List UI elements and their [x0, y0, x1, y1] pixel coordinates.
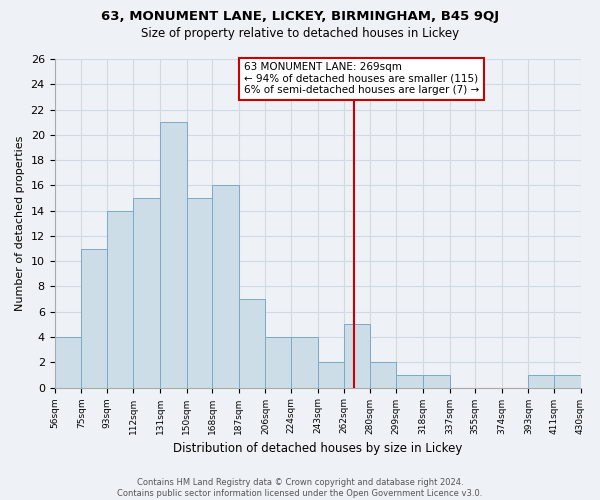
Bar: [133, 198, 160, 388]
Bar: [423, 375, 450, 388]
Bar: [370, 362, 396, 388]
Bar: [239, 299, 265, 388]
Y-axis label: Number of detached properties: Number of detached properties: [15, 136, 25, 311]
Text: Size of property relative to detached houses in Lickey: Size of property relative to detached ho…: [141, 28, 459, 40]
Bar: [396, 375, 423, 388]
Bar: [344, 324, 370, 388]
Text: 63, MONUMENT LANE, LICKEY, BIRMINGHAM, B45 9QJ: 63, MONUMENT LANE, LICKEY, BIRMINGHAM, B…: [101, 10, 499, 23]
Bar: [107, 210, 133, 388]
Text: 63 MONUMENT LANE: 269sqm
← 94% of detached houses are smaller (115)
6% of semi-d: 63 MONUMENT LANE: 269sqm ← 94% of detach…: [244, 62, 479, 96]
Bar: [160, 122, 187, 388]
Bar: [55, 337, 81, 388]
Bar: [529, 375, 554, 388]
Bar: [212, 186, 239, 388]
Bar: [81, 248, 107, 388]
X-axis label: Distribution of detached houses by size in Lickey: Distribution of detached houses by size …: [173, 442, 462, 455]
Bar: [265, 337, 291, 388]
Bar: [554, 375, 581, 388]
Bar: [291, 337, 317, 388]
Text: Contains HM Land Registry data © Crown copyright and database right 2024.
Contai: Contains HM Land Registry data © Crown c…: [118, 478, 482, 498]
Bar: [187, 198, 212, 388]
Bar: [317, 362, 344, 388]
